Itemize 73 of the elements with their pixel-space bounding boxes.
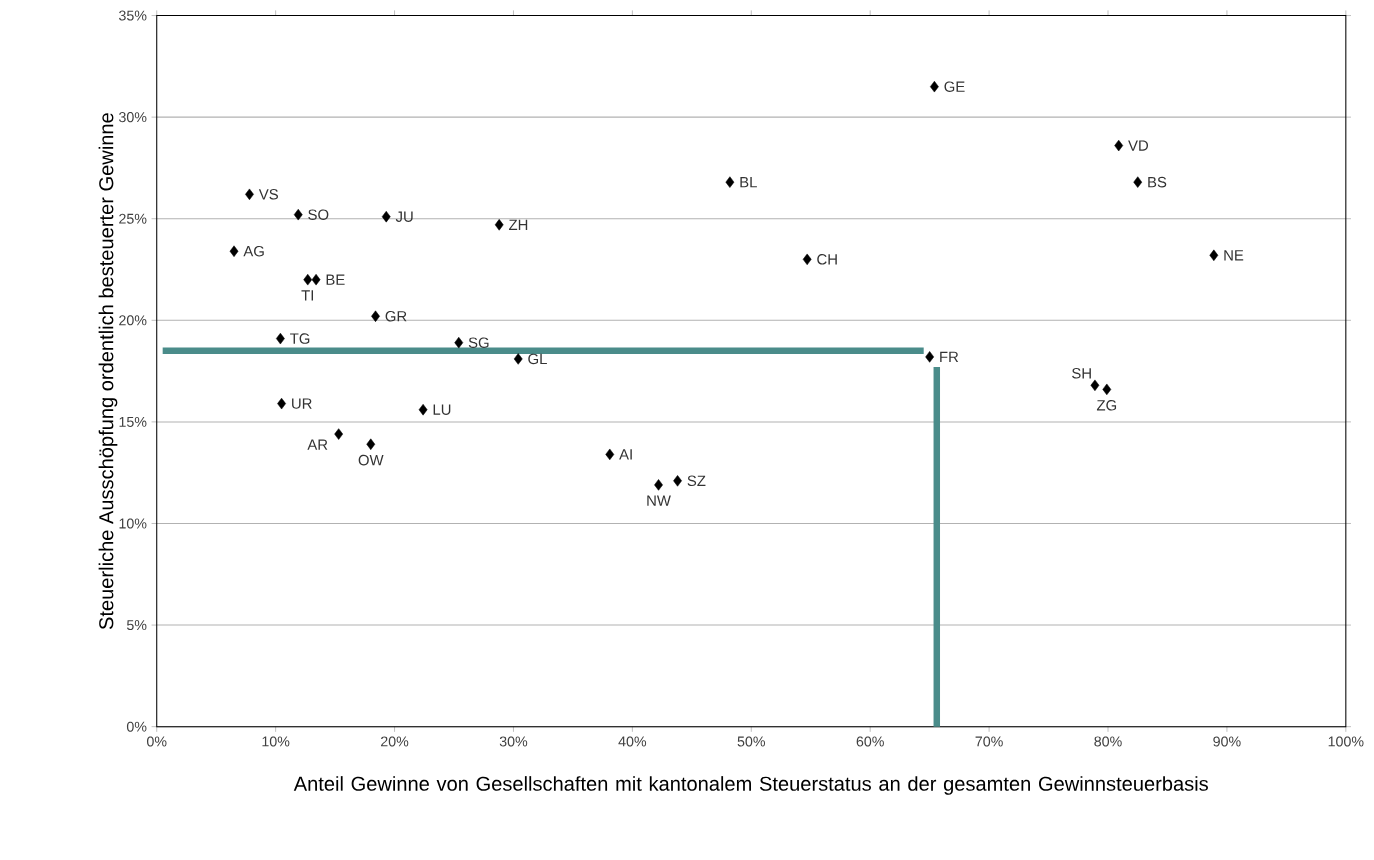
x-tick-label: 40% xyxy=(618,736,647,747)
point xyxy=(1090,379,1100,392)
point xyxy=(381,211,391,223)
x-tick-label: 100% xyxy=(1328,736,1364,747)
y-tick-label: 20% xyxy=(119,315,147,326)
annotation: GL xyxy=(528,353,547,365)
x-tick-label: 80% xyxy=(1094,736,1122,747)
y-tick-label: 10% xyxy=(119,518,147,529)
point xyxy=(1209,249,1219,262)
annotation: ZG xyxy=(1096,400,1117,411)
annotation: JU xyxy=(395,211,413,223)
annotation: AR xyxy=(307,439,328,450)
x-tick-label: 90% xyxy=(1213,736,1241,747)
point xyxy=(930,81,939,93)
annotation: AI xyxy=(619,449,632,460)
annotation: VS xyxy=(258,189,278,200)
point xyxy=(1133,176,1143,188)
annotation: VD xyxy=(1128,140,1149,151)
point xyxy=(229,245,239,258)
x-tick-label: 30% xyxy=(499,736,528,747)
x-tick-label: 70% xyxy=(975,736,1003,747)
annotation: BE xyxy=(326,274,345,285)
point xyxy=(366,438,376,451)
point xyxy=(334,428,344,440)
annotation: SG xyxy=(468,337,489,349)
annotation: UR xyxy=(292,398,312,409)
y-tick-label: 15% xyxy=(119,417,147,428)
y-tick-label: 35% xyxy=(119,10,147,21)
annotation: ZH xyxy=(508,219,528,231)
annotation: CH xyxy=(817,254,837,265)
y-tick-label: 5% xyxy=(126,620,147,631)
point xyxy=(925,351,934,363)
annotation: TG xyxy=(290,333,310,344)
point xyxy=(277,398,286,410)
annotation: SH xyxy=(1072,368,1091,379)
point xyxy=(802,253,812,266)
x-tick-label: 0% xyxy=(146,736,167,747)
annotation: SZ xyxy=(687,475,706,487)
point xyxy=(673,475,682,487)
x-tick-label: 20% xyxy=(381,736,409,747)
point xyxy=(311,274,321,286)
annotation: OW xyxy=(358,454,384,466)
point xyxy=(654,479,663,491)
annotation: SO xyxy=(308,209,329,221)
point xyxy=(276,333,285,345)
annotation: AG xyxy=(243,246,264,257)
point xyxy=(494,219,504,231)
point xyxy=(1114,140,1124,152)
annotation: NW xyxy=(647,495,671,506)
x-tick-label: 60% xyxy=(856,736,884,747)
point xyxy=(303,274,313,286)
annotation: GR xyxy=(385,311,407,322)
point xyxy=(605,448,615,461)
point xyxy=(418,404,428,416)
point xyxy=(513,353,523,365)
point xyxy=(725,176,735,188)
x-tick-label: 10% xyxy=(262,736,290,747)
y-axis-title: Steuerliche Ausschöpfung ordentlich besteuerter Gewinne xyxy=(98,113,118,630)
y-tick-label: 0% xyxy=(126,721,147,732)
point xyxy=(454,337,464,349)
annotation: LU xyxy=(433,404,451,416)
annotation: FR xyxy=(940,351,959,363)
annotation: GE xyxy=(944,81,965,93)
annotation: BL xyxy=(740,177,757,188)
point xyxy=(1102,383,1112,396)
y-tick-label: 30% xyxy=(119,112,147,123)
y-tick-label: 25% xyxy=(119,213,147,224)
x-tick-label: 50% xyxy=(737,736,766,747)
annotation: BS xyxy=(1148,177,1167,188)
annotation: TI xyxy=(301,290,313,301)
point xyxy=(293,209,303,221)
annotation: NE xyxy=(1224,250,1244,261)
x-axis-title: Anteil Gewinne von Gesellschaften mit kantonalem Steuerstatus an der gesamten Gewinnsteuerbasis xyxy=(293,776,1208,795)
